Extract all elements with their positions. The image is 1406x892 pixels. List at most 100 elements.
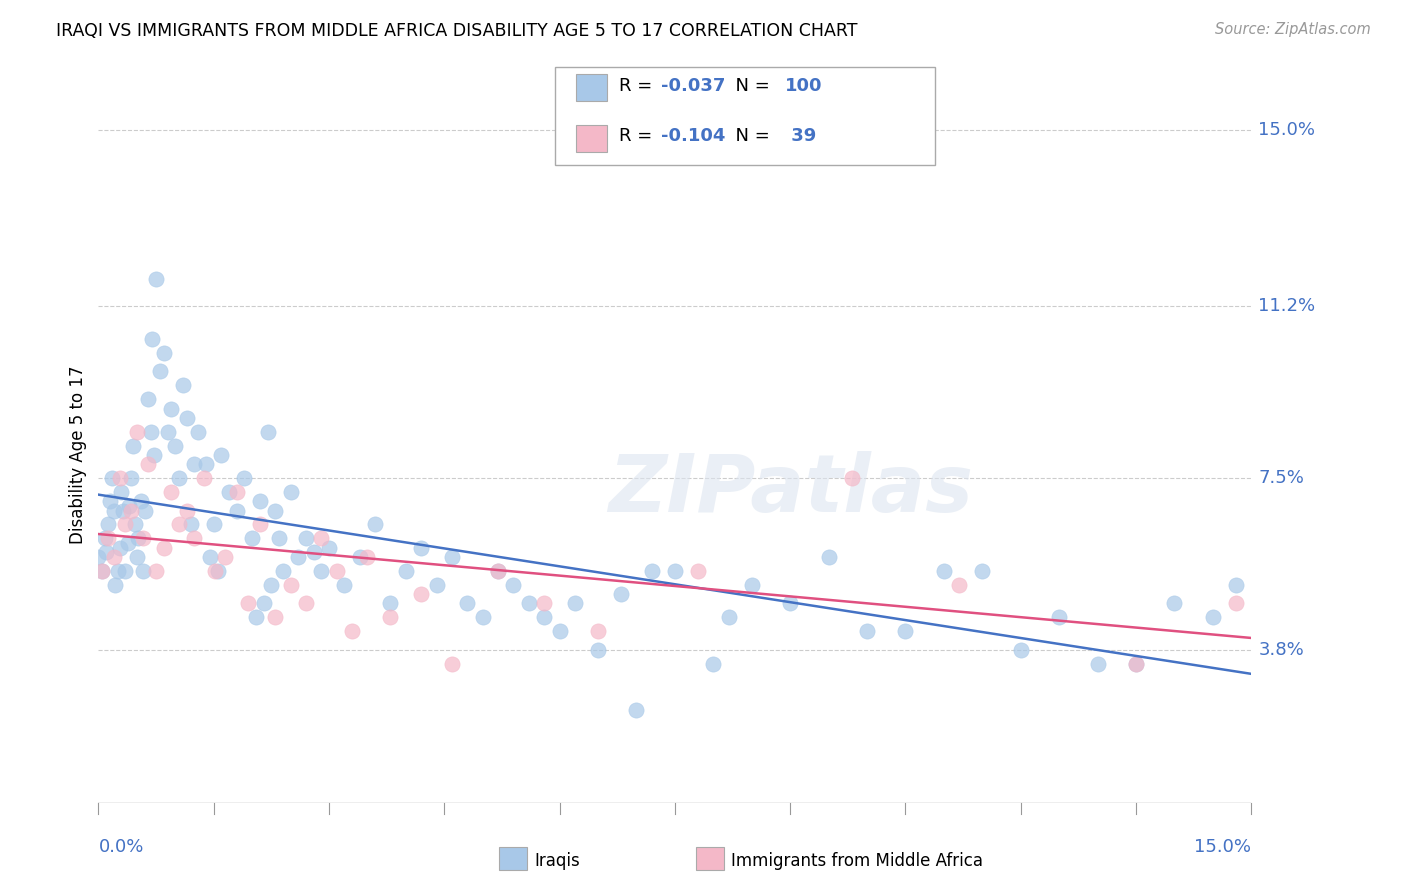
- Point: [948, 578, 970, 592]
- Point: [267, 532, 290, 546]
- Point: [333, 578, 356, 592]
- Point: [145, 564, 167, 578]
- Point: [198, 549, 221, 564]
- Point: [165, 439, 187, 453]
- Point: [564, 596, 586, 610]
- Point: [249, 494, 271, 508]
- Text: 39: 39: [785, 128, 815, 145]
- Point: [1047, 610, 1070, 624]
- Point: [533, 610, 555, 624]
- Point: [395, 564, 418, 578]
- Point: [176, 410, 198, 425]
- Point: [238, 596, 260, 610]
- Point: [138, 392, 160, 407]
- Point: [717, 610, 740, 624]
- Point: [176, 503, 198, 517]
- Point: [145, 271, 167, 285]
- Point: [125, 425, 148, 439]
- Point: [486, 564, 509, 578]
- Point: [610, 587, 633, 601]
- Point: [856, 624, 879, 639]
- Text: IRAQI VS IMMIGRANTS FROM MIDDLE AFRICA DISABILITY AGE 5 TO 17 CORRELATION CHART: IRAQI VS IMMIGRANTS FROM MIDDLE AFRICA D…: [56, 22, 858, 40]
- Point: [132, 564, 155, 578]
- Text: 7.5%: 7.5%: [1258, 469, 1305, 487]
- Text: Iraqis: Iraqis: [534, 852, 581, 870]
- Text: R =: R =: [619, 77, 658, 95]
- Point: [138, 457, 160, 471]
- Text: 100: 100: [785, 77, 823, 95]
- Point: [183, 532, 205, 546]
- Point: [318, 541, 340, 555]
- Point: [101, 471, 124, 485]
- Y-axis label: Disability Age 5 to 17: Disability Age 5 to 17: [69, 366, 87, 544]
- Point: [122, 439, 145, 453]
- Point: [253, 596, 276, 610]
- Point: [1225, 578, 1247, 592]
- Point: [209, 448, 232, 462]
- Text: Source: ZipAtlas.com: Source: ZipAtlas.com: [1215, 22, 1371, 37]
- Point: [1163, 596, 1185, 610]
- Point: [287, 549, 309, 564]
- Text: R =: R =: [619, 128, 658, 145]
- Point: [440, 657, 463, 671]
- Point: [129, 494, 152, 508]
- Point: [260, 578, 283, 592]
- Point: [193, 471, 215, 485]
- Point: [118, 499, 141, 513]
- Point: [779, 596, 801, 610]
- Point: [103, 549, 125, 564]
- Point: [686, 564, 709, 578]
- Point: [127, 532, 149, 546]
- Point: [249, 517, 271, 532]
- Point: [471, 610, 494, 624]
- Point: [160, 485, 183, 500]
- Point: [295, 532, 318, 546]
- Text: N =: N =: [724, 77, 776, 95]
- Point: [245, 610, 267, 624]
- Point: [141, 332, 163, 346]
- Point: [1125, 657, 1147, 671]
- Text: Immigrants from Middle Africa: Immigrants from Middle Africa: [731, 852, 983, 870]
- Text: N =: N =: [724, 128, 776, 145]
- Point: [114, 517, 136, 532]
- Point: [91, 564, 114, 578]
- Text: ZIPatlas: ZIPatlas: [607, 450, 973, 529]
- Text: 15.0%: 15.0%: [1258, 121, 1316, 139]
- Point: [108, 541, 131, 555]
- Point: [91, 564, 114, 578]
- Point: [183, 457, 205, 471]
- Point: [295, 596, 318, 610]
- Point: [142, 448, 165, 462]
- Point: [426, 578, 449, 592]
- Text: 15.0%: 15.0%: [1194, 838, 1251, 856]
- Text: -0.037: -0.037: [661, 77, 725, 95]
- Point: [894, 624, 917, 639]
- Point: [380, 596, 402, 610]
- Point: [741, 578, 763, 592]
- Point: [817, 549, 839, 564]
- Point: [180, 517, 202, 532]
- Point: [302, 545, 325, 559]
- Point: [311, 532, 333, 546]
- Point: [120, 503, 142, 517]
- Point: [103, 503, 125, 517]
- Point: [1087, 657, 1109, 671]
- Point: [664, 564, 686, 578]
- Point: [202, 517, 225, 532]
- Point: [411, 587, 433, 601]
- Point: [280, 485, 302, 500]
- Point: [548, 624, 571, 639]
- Point: [271, 564, 294, 578]
- Point: [214, 549, 236, 564]
- Point: [160, 401, 183, 416]
- Point: [156, 425, 179, 439]
- Point: [1225, 596, 1247, 610]
- Point: [972, 564, 994, 578]
- Point: [641, 564, 664, 578]
- Point: [841, 471, 863, 485]
- Point: [117, 536, 139, 550]
- Text: 11.2%: 11.2%: [1258, 298, 1316, 316]
- Text: 0.0%: 0.0%: [98, 838, 143, 856]
- Point: [380, 610, 402, 624]
- Point: [533, 596, 555, 610]
